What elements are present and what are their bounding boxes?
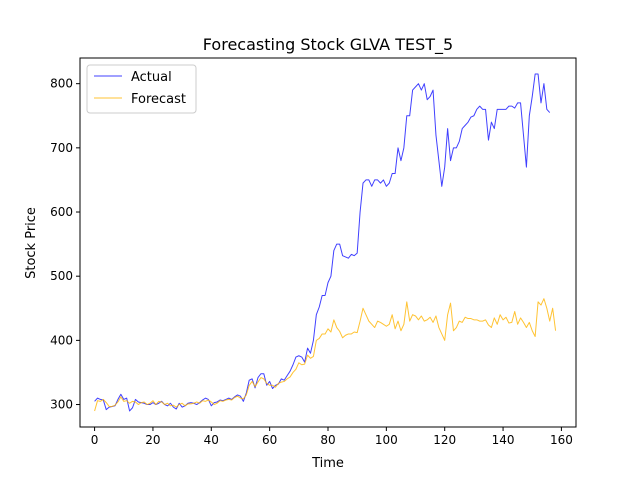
- y-tick-label: 600: [50, 205, 73, 219]
- y-tick-label: 700: [50, 141, 73, 155]
- x-tick-label: 20: [145, 433, 160, 447]
- legend-box: [86, 64, 197, 114]
- legend-label-actual: Actual: [131, 70, 172, 85]
- x-tick-label: 80: [320, 433, 335, 447]
- x-axis-label: Time: [311, 456, 344, 471]
- x-tick-label: 140: [492, 433, 515, 447]
- x-tick-label: 40: [204, 433, 219, 447]
- legend: Actual Forecast: [86, 64, 197, 114]
- y-tick-label: 500: [50, 269, 73, 283]
- x-tick-label: 120: [433, 433, 456, 447]
- x-tick-label: 0: [91, 433, 99, 447]
- y-tick-label: 400: [50, 333, 73, 347]
- x-tick-label: 100: [375, 433, 398, 447]
- y-axis-label: Stock Price: [24, 207, 39, 279]
- series-line-forecast: [94, 298, 557, 412]
- y-tick-label: 800: [50, 77, 73, 91]
- x-tick-label: 160: [550, 433, 573, 447]
- y-axis: 300 400 500 600 700 800: [50, 77, 80, 412]
- y-tick-label: 300: [50, 398, 73, 412]
- legend-label-forecast: Forecast: [131, 92, 186, 107]
- chart-title: Forecasting Stock GLVA TEST_5: [203, 35, 453, 55]
- series-line-actual: [94, 73, 551, 412]
- x-tick-label: 60: [262, 433, 277, 447]
- series-layer: [94, 73, 557, 412]
- x-axis: 0 20 40 60 80 100 120 140 160: [91, 427, 573, 447]
